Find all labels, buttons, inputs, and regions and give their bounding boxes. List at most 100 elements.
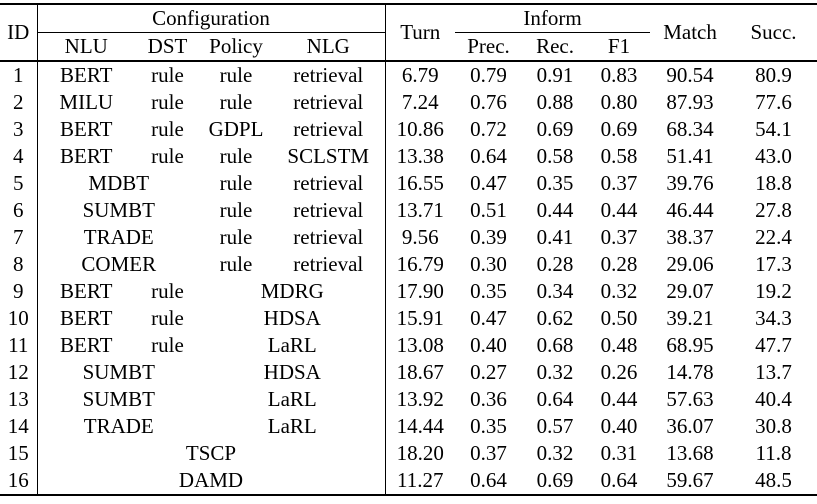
column-group-inform: Inform [455, 4, 651, 33]
table-cell: 0.44 [600, 198, 638, 222]
table-cell: retrieval [293, 198, 364, 222]
table-cell: 0.68 [536, 333, 574, 357]
table-cell: 0.40 [600, 414, 638, 438]
table-cell: 0.69 [600, 117, 638, 141]
table-cell: 0.64 [536, 387, 574, 411]
table-cell: 87.93 [666, 90, 714, 114]
table-cell: 16.79 [384, 251, 456, 278]
table-cell: retrieval [293, 90, 364, 114]
table-cell: 0.76 [470, 90, 507, 114]
table-cell: 36.07 [666, 414, 714, 438]
table-cell: 90.54 [666, 63, 714, 87]
table-row: 14 TRADE LaRL 14.44 0.35 0.57 0.40 36.07 30.8 [0, 413, 817, 440]
table-cell: 18.20 [384, 440, 456, 467]
row-id-cell: 1 [0, 61, 38, 89]
table-cell: 6.79 [384, 61, 456, 89]
table-row: 13 SUMBT LaRL 13.92 0.36 0.64 0.44 57.63 40.4 [0, 386, 817, 413]
table-cell: 9.56 [384, 224, 456, 251]
table-cell: 0.39 [470, 225, 507, 249]
table-cell: rule [151, 144, 184, 168]
table-cell: LaRL [267, 387, 317, 411]
table-cell: 0.31 [600, 441, 638, 465]
table-cell: 30.8 [755, 414, 792, 438]
row-id-cell: 16 [0, 467, 38, 495]
table-cell: 38.37 [666, 225, 714, 249]
table-cell: 0.28 [600, 252, 638, 276]
table-cell: LaRL [267, 333, 317, 357]
table-cell: 0.57 [536, 414, 574, 438]
table-cell: 0.50 [600, 306, 638, 330]
table-cell: 0.27 [470, 360, 507, 384]
row-id-cell: 15 [0, 440, 38, 467]
table-cell: 0.41 [536, 225, 574, 249]
column-header-turn: Turn [384, 4, 456, 62]
column-header-nlg: NLG [272, 32, 386, 62]
table-cell: 10.86 [384, 116, 456, 143]
row-id-cell: 3 [0, 116, 38, 143]
column-header-prec: Prec. [455, 32, 523, 62]
header-row-sub: NLU DST Policy NLG Prec. Rec. F1 [0, 32, 817, 62]
table-cell: retrieval [293, 252, 364, 276]
table-cell: 17.3 [755, 252, 792, 276]
table-cell: 0.32 [536, 441, 574, 465]
table-row: 6 SUMBT rule retrieval 13.71 0.51 0.44 0.44 46.4… [0, 197, 817, 224]
table-row: 7 TRADE rule retrieval 9.56 0.39 0.41 0.37 38.37… [0, 224, 817, 251]
table-cell: 13.7 [755, 360, 792, 384]
header-row-group: ID Configuration Turn Inform Match Succ. [0, 4, 817, 62]
table-cell: 46.44 [666, 198, 714, 222]
column-header-rec: Rec. [522, 32, 589, 62]
table-cell: 22.4 [755, 225, 792, 249]
row-id-cell: 11 [0, 332, 38, 359]
table-cell: rule [219, 144, 253, 168]
table-cell: 18.8 [755, 171, 792, 195]
row-id-cell: 14 [0, 413, 38, 440]
table-cell: COMER [81, 252, 157, 276]
table-cell: rule [151, 333, 184, 357]
table-row: 5 MDBT rule retrieval 16.55 0.47 0.35 0.37 39.76… [0, 170, 817, 197]
table-row: 9 BERT rule MDRG 17.90 0.35 0.34 0.32 29.07 19.2 [0, 278, 817, 305]
table-cell: 0.36 [470, 387, 507, 411]
table-cell: BERT [60, 333, 113, 357]
column-group-configuration: Configuration [37, 4, 386, 33]
table-cell: 11.8 [755, 441, 792, 465]
table-row: 10 BERT rule HDSA 15.91 0.47 0.62 0.50 39.21 34.3 [0, 305, 817, 332]
table-cell: SUMBT [82, 198, 155, 222]
row-id-cell: 5 [0, 170, 38, 197]
table-cell: 18.67 [384, 359, 456, 386]
table-cell: MDBT [88, 171, 150, 195]
table-cell: 13.38 [384, 143, 456, 170]
table-cell: 17.90 [384, 278, 456, 305]
table-cell: 0.64 [600, 468, 638, 492]
results-table: ID Configuration Turn Inform Match Succ.… [0, 3, 817, 496]
row-id-cell: 9 [0, 278, 38, 305]
table-cell: retrieval [293, 117, 364, 141]
table-cell: 0.37 [600, 225, 638, 249]
table-cell: retrieval [293, 225, 364, 249]
table-row: 16 DAMD 11.27 0.64 0.69 0.64 59.67 48.5 [0, 467, 817, 495]
table-cell: 29.06 [666, 252, 714, 276]
row-id-cell: 10 [0, 305, 38, 332]
table-cell: SUMBT [82, 387, 155, 411]
table-cell: rule [219, 63, 253, 87]
table-cell: 0.64 [470, 144, 507, 168]
table-cell: 0.26 [600, 360, 638, 384]
table-cell: 54.1 [755, 117, 792, 141]
table-cell: 77.6 [755, 90, 792, 114]
table-cell: 0.58 [536, 144, 574, 168]
table-cell: 40.4 [755, 387, 792, 411]
table-cell: 39.76 [666, 171, 714, 195]
table-cell: 0.35 [470, 414, 507, 438]
table-cell: 13.71 [384, 197, 456, 224]
table-cell: SCLSTM [287, 144, 370, 168]
table-cell: 0.47 [470, 306, 507, 330]
table-cell: 0.35 [536, 171, 574, 195]
table-cell: rule [151, 90, 184, 114]
table-cell: 13.08 [384, 332, 456, 359]
table-cell: 11.27 [384, 467, 456, 495]
table-cell: 68.95 [666, 333, 714, 357]
table-cell: 0.47 [470, 171, 507, 195]
table-cell: rule [219, 252, 253, 276]
row-id-cell: 6 [0, 197, 38, 224]
table-cell: rule [219, 198, 253, 222]
column-header-match: Match [650, 4, 731, 62]
